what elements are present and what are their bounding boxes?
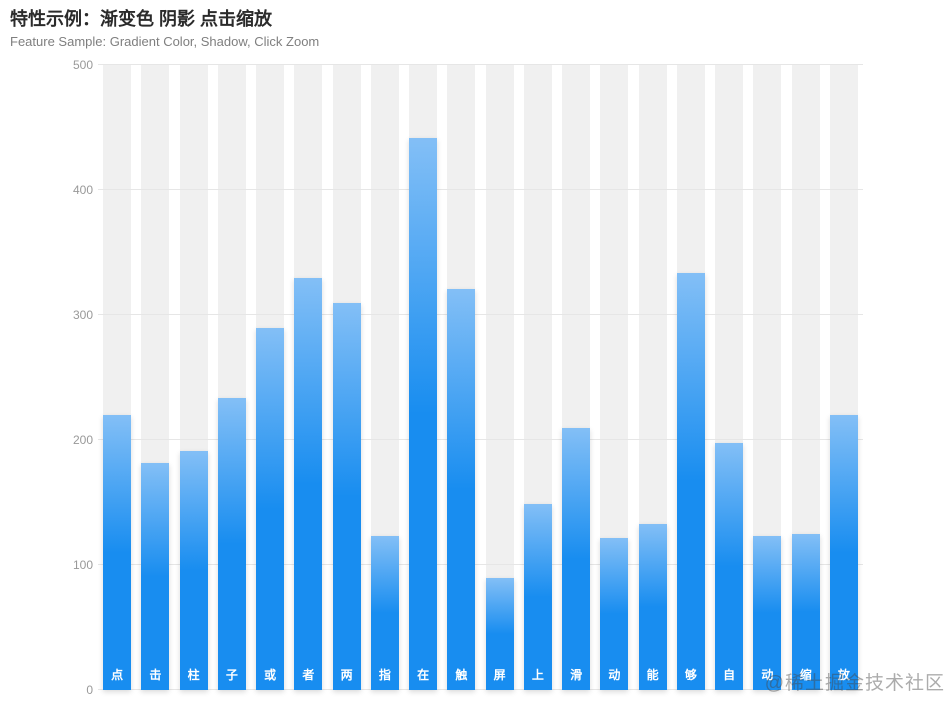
- x-axis-label: 指: [378, 668, 391, 682]
- bar[interactable]: 缩: [791, 533, 820, 690]
- bar-column: 上: [519, 65, 557, 690]
- bar-column: 或: [251, 65, 289, 690]
- y-axis-tick-label: 500: [72, 58, 93, 72]
- bar[interactable]: 够: [676, 272, 705, 690]
- x-axis-label: 在: [417, 668, 430, 682]
- x-axis-label: 缩: [799, 668, 812, 682]
- y-axis-tick-label: 0: [86, 683, 93, 697]
- bar-column: 自: [710, 65, 748, 690]
- bar-column: 动: [595, 65, 633, 690]
- bar-column: 动: [748, 65, 786, 690]
- bar[interactable]: 两: [332, 302, 361, 690]
- bar[interactable]: 上: [523, 503, 552, 690]
- x-axis-label: 两: [340, 668, 353, 682]
- gridline: [98, 189, 863, 190]
- chart-title: 特性示例：渐变色 阴影 点击缩放: [10, 9, 273, 29]
- y-axis: 0 100 200 300 400 500: [0, 58, 93, 697]
- plot-area[interactable]: 点击柱子或者两指在触屏上滑动能够自动缩放: [98, 64, 863, 690]
- bar-column: 子: [213, 65, 251, 690]
- bar[interactable]: 指: [370, 536, 399, 690]
- bar-column: 两: [328, 65, 366, 690]
- bar-column: 滑: [557, 65, 595, 690]
- x-axis-label: 上: [531, 668, 544, 682]
- bar[interactable]: 动: [753, 536, 782, 690]
- gridline: [98, 564, 863, 565]
- bar-column: 者: [289, 65, 327, 690]
- bar-column: 触: [442, 65, 480, 690]
- y-axis-tick-label: 400: [72, 183, 93, 197]
- bar[interactable]: 者: [294, 277, 323, 690]
- bar-column: 点: [98, 65, 136, 690]
- x-axis-label: 子: [225, 668, 238, 682]
- x-axis-label: 屏: [493, 668, 506, 682]
- bar-column: 放: [825, 65, 863, 690]
- bar-column: 屏: [481, 65, 519, 690]
- x-axis-label: 能: [646, 668, 659, 682]
- y-axis-tick-label: 200: [72, 433, 93, 447]
- bar-series: 点击柱子或者两指在触屏上滑动能够自动缩放: [98, 65, 863, 690]
- bar[interactable]: 能: [638, 523, 667, 690]
- bar-column: 指: [366, 65, 404, 690]
- x-axis-label: 放: [837, 668, 850, 682]
- bar-column: 能: [634, 65, 672, 690]
- bar[interactable]: 动: [600, 537, 629, 690]
- bar-column: 柱: [175, 65, 213, 690]
- x-axis-label: 或: [264, 668, 277, 682]
- bar[interactable]: 触: [447, 288, 476, 690]
- y-axis-tick-label: 100: [72, 558, 93, 572]
- bar[interactable]: 或: [256, 327, 285, 690]
- x-axis-label: 触: [455, 668, 468, 682]
- x-axis-label: 自: [723, 668, 736, 682]
- bar[interactable]: 点: [103, 415, 132, 690]
- x-axis-label: 点: [111, 668, 124, 682]
- bar-column: 够: [672, 65, 710, 690]
- bar-column: 击: [136, 65, 174, 690]
- bar[interactable]: 滑: [562, 427, 591, 690]
- watermark: @稀土掘金技术社区: [764, 673, 945, 694]
- gridline: [98, 689, 863, 690]
- x-axis-label: 者: [302, 668, 315, 682]
- bar-column: 在: [404, 65, 442, 690]
- chart-subtitle: Feature Sample: Gradient Color, Shadow, …: [10, 34, 320, 49]
- gridline: [98, 314, 863, 315]
- bar[interactable]: 自: [715, 442, 744, 690]
- x-axis-label: 击: [149, 668, 162, 682]
- bar[interactable]: 子: [217, 397, 246, 690]
- gridline: [98, 64, 863, 65]
- x-axis-label: 够: [684, 668, 697, 682]
- bar[interactable]: 屏: [485, 577, 514, 690]
- bar[interactable]: 柱: [179, 451, 208, 690]
- bar[interactable]: 放: [829, 415, 858, 690]
- bar[interactable]: 击: [141, 462, 170, 690]
- x-axis-label: 动: [608, 668, 621, 682]
- y-axis-tick-label: 300: [72, 308, 93, 322]
- gridline: [98, 439, 863, 440]
- x-axis-label: 动: [761, 668, 774, 682]
- bar[interactable]: 在: [409, 137, 438, 690]
- x-axis-label: 滑: [570, 668, 583, 682]
- x-axis-label: 柱: [187, 668, 200, 682]
- bar-column: 缩: [787, 65, 825, 690]
